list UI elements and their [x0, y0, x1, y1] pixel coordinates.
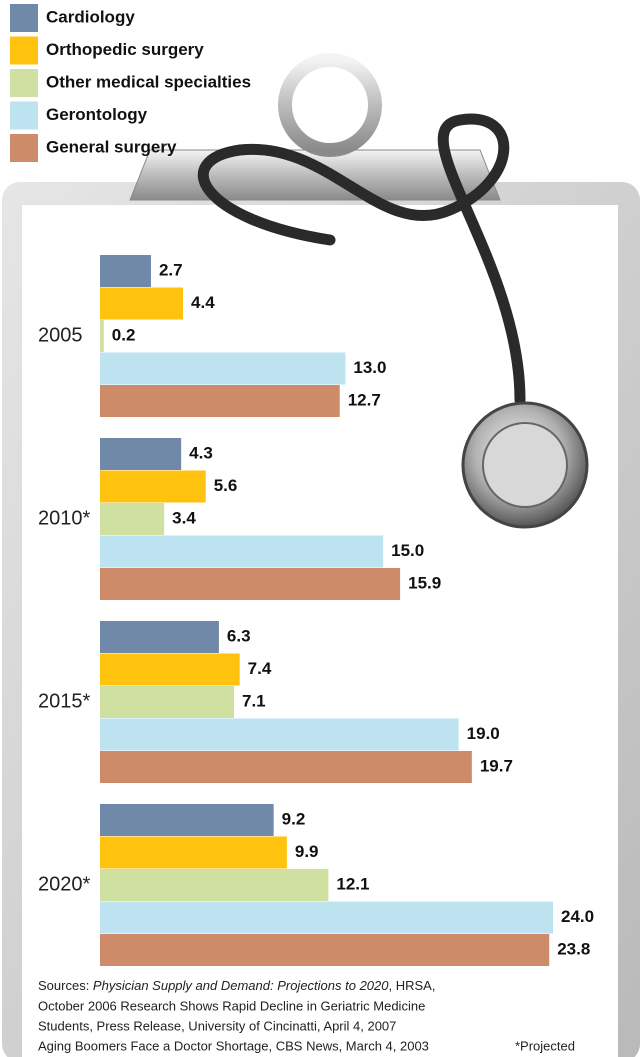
bar: [100, 686, 235, 718]
bar: [100, 470, 206, 503]
bar: [100, 535, 384, 568]
value-label: 0.2: [112, 326, 136, 345]
bar: [100, 621, 219, 653]
category-label: 2020*: [38, 874, 90, 896]
bar: [100, 901, 553, 934]
bar: [100, 653, 240, 686]
legend-label: Gerontology: [46, 105, 148, 124]
bar: [100, 836, 287, 869]
legend-label: Cardiology: [46, 7, 135, 26]
value-label: 9.9: [295, 842, 319, 861]
legend-swatch: [10, 36, 38, 65]
value-label: 15.9: [408, 574, 441, 593]
value-label: 12.1: [336, 875, 369, 894]
value-label: 23.8: [557, 940, 590, 959]
value-label: 2.7: [159, 261, 183, 280]
value-label: 19.7: [480, 757, 513, 776]
bar: [100, 503, 165, 535]
bar: [100, 352, 346, 385]
legend-swatch: [10, 101, 38, 130]
value-label: 15.0: [391, 541, 424, 560]
source-title: Physician Supply and Demand: Projections…: [93, 978, 389, 993]
value-label: 6.3: [227, 627, 251, 646]
source: Sources: Physician Supply and Demand: Pr…: [38, 978, 435, 993]
category-label: 2015*: [38, 691, 90, 713]
legend-swatch: [10, 134, 38, 162]
bar: [100, 718, 459, 751]
value-label: 7.4: [248, 659, 272, 678]
value-label: 19.0: [467, 724, 500, 743]
source-prefix: Sources:: [38, 978, 93, 993]
value-label: 13.0: [353, 358, 386, 377]
footnote: *Projected: [515, 1038, 575, 1053]
bar: [100, 287, 184, 320]
source-rest: , HRSA,: [389, 978, 436, 993]
chestpiece-inner: [482, 422, 568, 508]
bar: [100, 255, 151, 287]
bar: [100, 385, 340, 417]
bar: [100, 804, 274, 836]
legend-swatch: [10, 4, 38, 32]
value-label: 9.2: [282, 810, 306, 829]
source-line: Aging Boomers Face a Doctor Shortage, CB…: [38, 1038, 429, 1053]
bar: [100, 320, 104, 352]
source-line: Students, Press Release, University of C…: [38, 1018, 396, 1033]
value-label: 7.1: [242, 692, 266, 711]
legend-label: General surgery: [46, 137, 177, 156]
bar: [100, 934, 550, 966]
source-line: October 2006 Research Shows Rapid Declin…: [38, 998, 425, 1013]
clip-ring: [278, 53, 382, 157]
legend-swatch: [10, 69, 38, 97]
category-label: 2010*: [38, 508, 90, 530]
value-label: 3.4: [172, 509, 196, 528]
category-label: 2005: [38, 325, 83, 347]
value-label: 4.3: [189, 444, 213, 463]
stethoscope-tube: [197, 113, 526, 406]
legend-label: Orthopedic surgery: [46, 40, 204, 59]
bar: [100, 438, 182, 470]
value-label: 24.0: [561, 907, 594, 926]
bar: [100, 751, 472, 783]
legend-label: Other medical specialties: [46, 72, 251, 91]
value-label: 5.6: [214, 476, 238, 495]
value-label: 4.4: [191, 293, 215, 312]
bar: [100, 568, 401, 600]
bar: [100, 869, 329, 901]
value-label: 12.7: [348, 391, 381, 410]
